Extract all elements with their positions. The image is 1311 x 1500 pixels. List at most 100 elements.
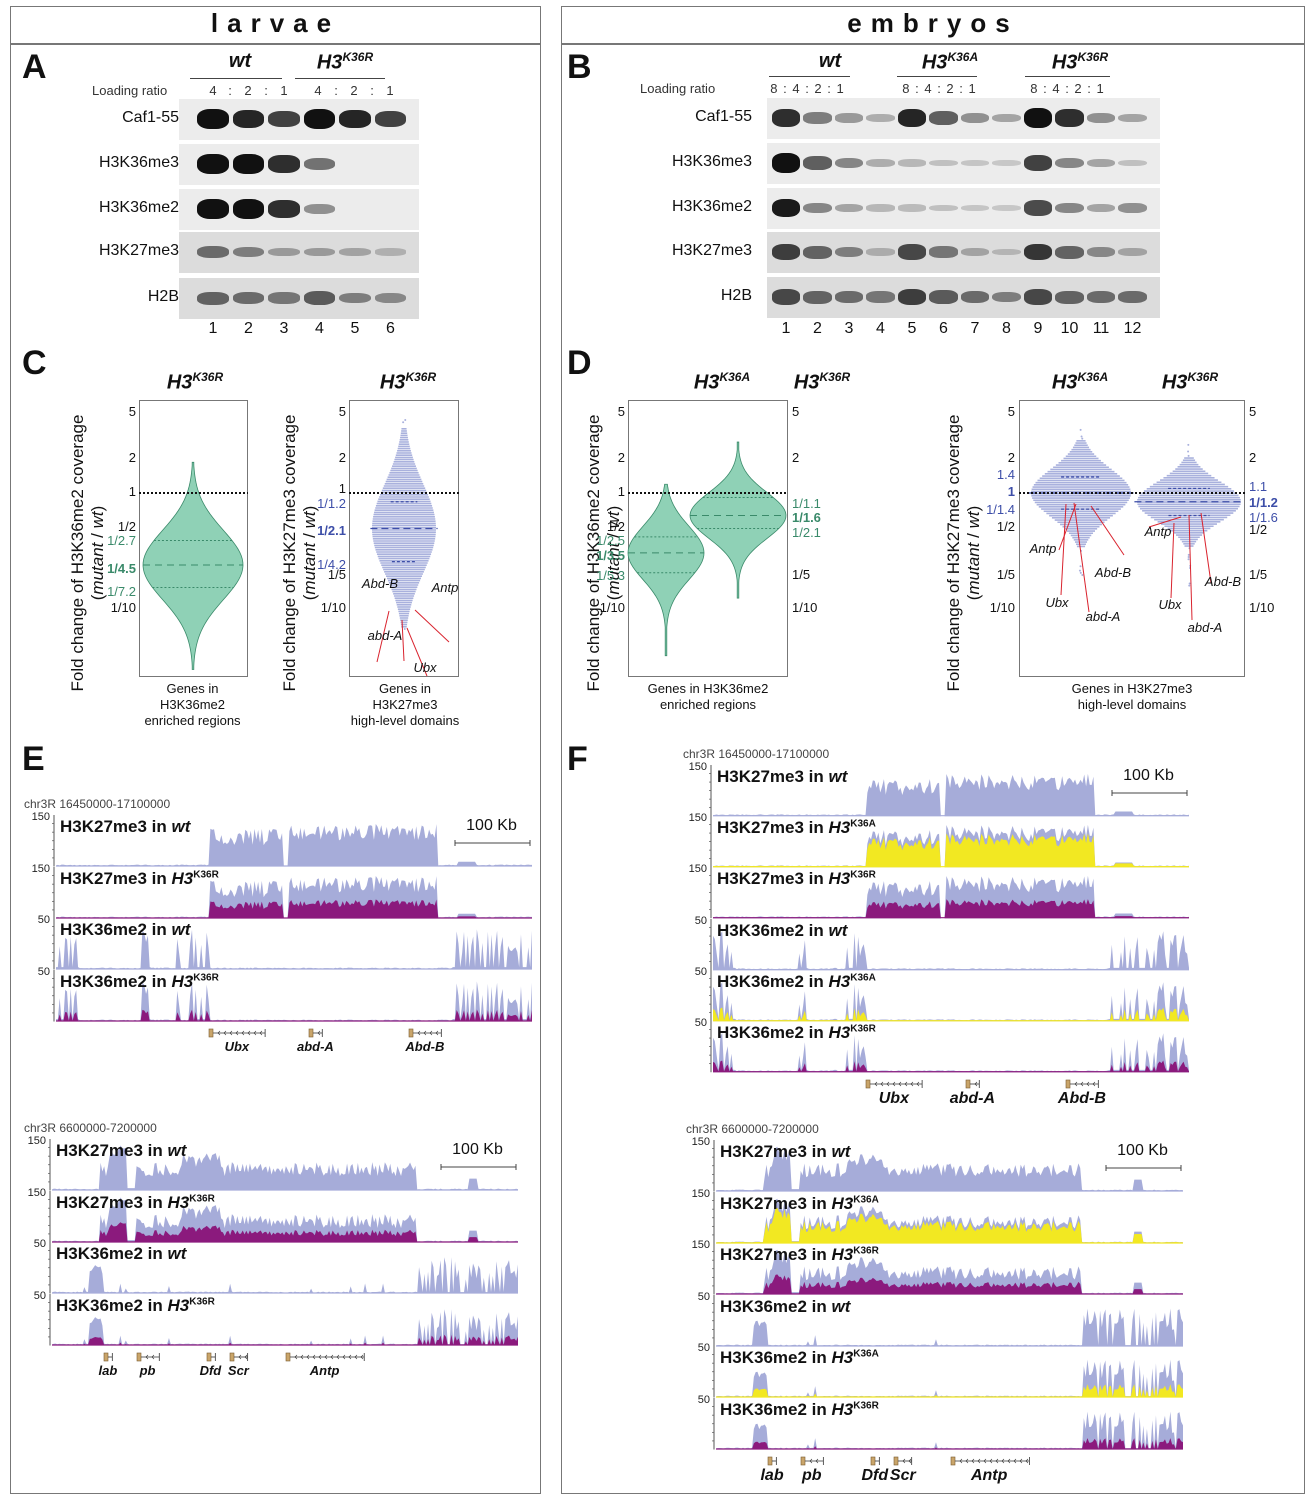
track-genotype: H3 — [831, 1348, 854, 1367]
panel-b-underline-k36r — [1025, 76, 1110, 77]
tick-1: 1 — [338, 481, 346, 496]
lane-number: 4 — [315, 320, 324, 337]
blot-band — [897, 204, 927, 212]
gene-model — [870, 1456, 880, 1466]
strand-arrow — [244, 1354, 248, 1360]
blot-band — [232, 154, 265, 174]
track-genotype: wt — [167, 1141, 187, 1160]
track-scale-max: 50 — [694, 1017, 707, 1029]
gene-model — [866, 1079, 923, 1089]
panel-e-label: E — [22, 740, 45, 778]
strand-arrow — [880, 1081, 884, 1087]
panel-d-right-title-k36a: H3K36A — [1030, 370, 1130, 395]
stat-lower-a: 1/1.4 — [986, 502, 1015, 517]
loading-ratio-value: : — [264, 83, 268, 98]
blot-row-label: H2B — [720, 287, 752, 304]
coverage-track — [712, 1397, 1183, 1450]
gene-exon — [103, 1352, 109, 1362]
coverage-track — [709, 969, 1189, 1022]
blot-band — [1118, 247, 1147, 257]
strand-arrow — [809, 1458, 813, 1464]
track-scale-max: 150 — [691, 1187, 710, 1200]
group-sup: K36R — [342, 50, 374, 64]
title-sup: K36R — [1187, 370, 1219, 384]
gene-model — [229, 1352, 249, 1362]
panel-b-group-wt: wt — [790, 50, 870, 73]
beeswarm-point — [1079, 565, 1082, 568]
gene-pointer — [406, 627, 428, 677]
panel-c-left-violin — [139, 461, 248, 670]
strand-arrow — [235, 1030, 239, 1036]
scale-bar-label: 100 Kb — [1123, 767, 1174, 784]
track-genotype-sup: K36A — [850, 972, 876, 984]
blot-band — [268, 155, 300, 173]
track-plot — [52, 1257, 518, 1294]
tick-1: 1 — [128, 484, 136, 499]
track-mark: H3K36me2 in — [60, 920, 172, 939]
track-plot — [56, 875, 532, 919]
track-mark: H3K36me2 in — [717, 971, 829, 991]
region-label: chr3R 16450000-17100000 — [24, 797, 171, 811]
beeswarm-point — [404, 418, 407, 421]
group-name: H3 — [316, 51, 343, 74]
track-plot — [52, 1196, 518, 1243]
stat-upper: 1/1.2 — [317, 496, 346, 511]
gene-exon — [308, 1028, 314, 1038]
panel-b-group-k36a: H3K36A — [900, 50, 1000, 75]
group-sup: K36A — [947, 50, 979, 64]
tick-1-10-right: 1/10 — [792, 600, 818, 615]
strand-arrow — [229, 1030, 233, 1036]
gene-abd-b: Abd-B — [361, 576, 399, 591]
track-genotype-sup: K36R — [193, 971, 219, 983]
strand-arrow — [874, 1081, 878, 1087]
track-mark: H3K27me3 in — [56, 1192, 168, 1212]
track-label: H3K27me3 in H3K36A — [720, 1194, 879, 1214]
blot-band — [268, 200, 300, 218]
track-plot — [716, 1359, 1183, 1398]
tick-5: 5 — [128, 404, 136, 419]
blot-band — [866, 291, 895, 303]
lane-number: 9 — [1033, 320, 1043, 337]
coverage-track — [709, 867, 1189, 919]
caption-line: enriched regions — [144, 713, 241, 728]
track-label: H3K36me2 in wt — [717, 921, 847, 941]
blot-band — [1023, 155, 1053, 171]
stat-upper-a: 1/2.5 — [596, 533, 625, 548]
strand-arrow — [1001, 1458, 1004, 1464]
blot-band — [1023, 108, 1053, 128]
blot-band — [1055, 202, 1084, 214]
blot-band — [1118, 113, 1147, 123]
coverage-area — [52, 1221, 518, 1242]
caption-line: high-level domains — [1077, 697, 1187, 712]
coverage-track — [709, 918, 1189, 970]
blot-band — [897, 159, 927, 167]
ylabel-line1: Fold change of H3K36me2 coverage — [68, 414, 87, 692]
gene-exon — [950, 1456, 955, 1466]
strand-arrow — [898, 1081, 902, 1087]
blot-band — [929, 204, 958, 212]
blot-row-label: H3K27me3 — [98, 242, 179, 259]
strand-arrow — [977, 1458, 980, 1464]
track-genotype-sup: K36R — [853, 1245, 879, 1257]
track-scale-max: 150 — [31, 862, 50, 875]
tick-5: 5 — [617, 404, 625, 419]
blot-band — [992, 159, 1021, 167]
panel-d-left-plot — [628, 400, 788, 677]
tick-1-2: 1/2 — [117, 519, 136, 534]
blot-band — [960, 247, 990, 257]
blot-band — [803, 112, 832, 124]
blot-band — [1118, 290, 1147, 304]
panel-c-right-title: H3K36R — [353, 370, 463, 395]
track-genotype-sup: K36A — [853, 1348, 879, 1360]
gene-model — [950, 1456, 1030, 1466]
group-name: H3 — [921, 51, 948, 74]
gene-name: Abd-B — [405, 1039, 445, 1054]
track-scale-max: 150 — [691, 1136, 710, 1148]
blot-band — [866, 113, 895, 123]
track-label: H3K36me2 in wt — [56, 1244, 186, 1264]
gene-exon — [229, 1352, 235, 1362]
track-label: H3K36me2 in H3K36R — [56, 1296, 215, 1316]
caption-line: high-level domains — [350, 713, 460, 728]
blot-band — [1086, 112, 1116, 124]
title-text: H3 — [693, 371, 720, 394]
